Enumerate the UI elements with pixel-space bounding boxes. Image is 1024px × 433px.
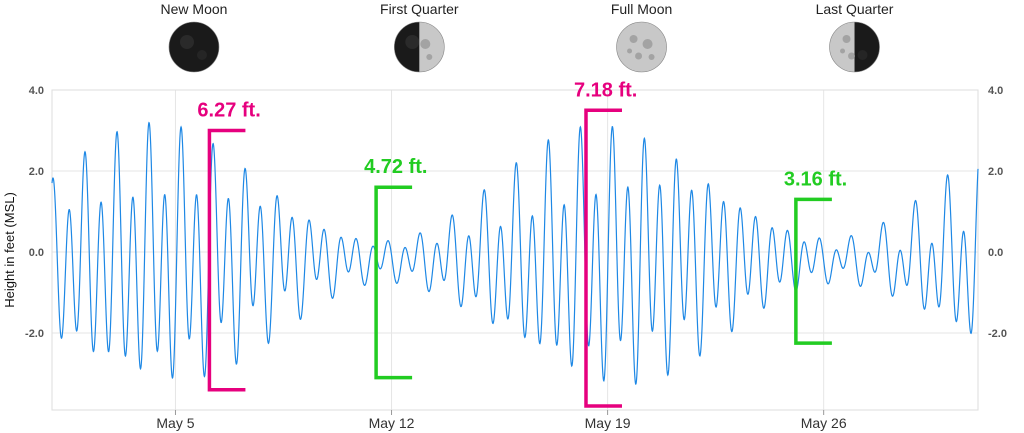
moon-crater [635,52,643,60]
tide-range-markers: 6.27 ft. 4.72 ft. 7.18 ft. 3.16 ft. [197,79,847,408]
y-tick-label-left: 2.0 [29,166,44,178]
moon-crater [842,35,851,43]
moon-phase: Last Quarter [816,1,894,73]
tide-range-marker: 6.27 ft. [197,100,261,392]
moon-crater [426,54,433,60]
range-label: 6.27 ft. [197,100,260,122]
moon-crater [648,54,655,60]
moon-crater [840,48,846,54]
y-tick-label-right: 4.0 [988,85,1003,97]
y-tick-label-right: 2.0 [988,166,1003,178]
y-tick-label-left: 4.0 [29,85,44,97]
moon-crater [405,35,420,49]
range-bracket [207,128,246,392]
y-tick-label-right: 0.0 [988,247,1003,259]
x-tick-label: May 19 [585,415,631,431]
range-bracket [584,108,622,408]
tide-range-marker: 3.16 ft. [784,168,847,345]
moon-crater [848,52,856,60]
x-tick-label: May 12 [369,415,415,431]
moon-icon [168,22,219,72]
moon-crater [627,48,633,54]
y-ticks-right: 4.0 2.0 0.0 -2.0 [988,85,1007,340]
y-ticks-left: 4.0 2.0 0.0 -2.0 [25,85,44,340]
x-ticks: May 5 May 12 May 19 May 26 [156,410,847,431]
y-axis-label: Height in feet (MSL) [2,192,17,308]
moon-crater [179,35,194,49]
moon-phase: Full Moon [611,1,672,73]
moon-outline [168,21,220,73]
moon-lit-area [616,21,667,73]
plot-border [51,89,979,411]
moon-phase: First Quarter [380,1,459,73]
tide-range-marker: 4.72 ft. [364,156,427,380]
moon-phase-label: New Moon [161,1,228,17]
moon-lit-area [419,22,445,72]
range-label: 4.72 ft. [364,156,427,178]
tide-range-marker: 7.18 ft. [574,79,637,408]
moon-crater [642,39,653,49]
moon-phases: New Moon First Quarter Full Moon Last Quart… [161,1,894,73]
moon-crater [629,35,638,43]
range-label: 3.16 ft. [784,168,847,190]
range-bracket [794,197,832,345]
moon-phase-label: Last Quarter [816,1,894,17]
range-bracket [374,185,413,380]
x-tick-label: May 26 [801,415,847,431]
y-tick-label-right: -2.0 [988,328,1007,340]
plot-frame [51,89,979,411]
moon-crater [420,39,431,49]
moon-outline [394,21,445,73]
moon-outline [829,21,880,73]
tide-series-line [51,121,979,385]
moon-outline [616,21,667,73]
moon-phase-label: First Quarter [380,1,459,17]
moon-crater [857,50,868,60]
grid [52,89,978,410]
moon-lit-area [829,22,855,72]
moon-phase-label: Full Moon [611,1,672,17]
range-label: 7.18 ft. [574,79,637,101]
x-tick-label: May 5 [156,415,194,431]
y-tick-label-left: 0.0 [29,247,44,259]
moon-phase: New Moon [161,1,228,73]
y-tick-label-left: -2.0 [25,328,44,340]
moon-crater [196,50,207,60]
